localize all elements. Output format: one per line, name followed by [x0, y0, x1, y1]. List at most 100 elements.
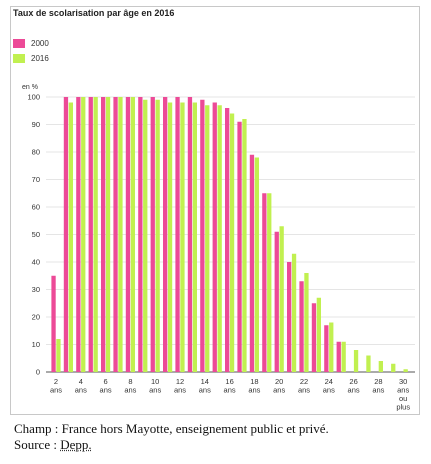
- bar-2016-age-7: [118, 97, 123, 372]
- x-tick-label-8-line-0: 8: [128, 377, 132, 386]
- bar-2016-age-3: [68, 102, 73, 372]
- x-tick-label-6-line-0: 6: [104, 377, 108, 386]
- bar-2016-age-20: [279, 226, 284, 372]
- x-tick-label-24-line-0: 24: [325, 377, 333, 386]
- legend-swatch-2016: [13, 53, 25, 63]
- bar-2000-age-16: [225, 108, 230, 372]
- bar-2016-age-22: [304, 273, 309, 372]
- bar-2016-age-12: [180, 102, 185, 372]
- x-tick-label-16-line-1: ans: [224, 386, 236, 395]
- legend-swatch-2000: [13, 38, 25, 48]
- bar-2016-age-13: [192, 102, 197, 372]
- x-tick-label-14-line-0: 14: [201, 377, 209, 386]
- bar-2000-age-10: [150, 97, 155, 372]
- y-tick-label-40: 40: [32, 258, 40, 267]
- bar-2016-age-2: [56, 339, 61, 372]
- bar-2016-age-9: [143, 99, 148, 372]
- bar-2016-age-8: [130, 97, 135, 372]
- bar-2000-age-15: [212, 102, 217, 372]
- legend-item-2000: 2000: [13, 36, 49, 50]
- bar-2000-age-9: [138, 97, 143, 372]
- bar-2016-age-24: [329, 322, 334, 372]
- footer-source: Source : Depp.: [14, 437, 329, 453]
- y-axis-ticks: 0 10 20 30 40 50 60 70 80 90 100: [27, 93, 40, 377]
- bar-2000-age-4: [76, 97, 81, 372]
- bar-2016-age-16: [229, 113, 235, 372]
- bar-2016-age-21: [291, 253, 297, 372]
- x-tick-label-18-line-1: ans: [248, 386, 260, 395]
- x-tick-label-28-line-1: ans: [372, 386, 384, 395]
- y-axis-label: en %: [22, 84, 38, 91]
- bar-2016-age-28: [378, 361, 383, 372]
- x-tick-label-20-line-1: ans: [273, 386, 285, 395]
- bars: [51, 97, 408, 372]
- bar-2000-age-23: [311, 303, 317, 372]
- bar-2000-age-3: [63, 97, 69, 372]
- y-tick-label-50: 50: [32, 230, 40, 239]
- x-tick-label-16-line-0: 16: [225, 377, 233, 386]
- y-tick-label-90: 90: [32, 120, 40, 129]
- x-tick-label-2-line-1: ans: [50, 386, 62, 395]
- chart-footer: Champ : France hors Mayotte, enseignemen…: [14, 421, 329, 453]
- bar-2016-age-25: [341, 341, 346, 372]
- y-tick-label-60: 60: [32, 203, 40, 212]
- y-tick-label-80: 80: [32, 148, 40, 157]
- y-tick-label-20: 20: [32, 313, 40, 322]
- bar-2000-age-17: [237, 121, 242, 372]
- x-tick-label-30-line-2: ou: [399, 394, 407, 403]
- bar-2000-age-24: [324, 325, 329, 372]
- x-tick-label-22-line-1: ans: [298, 386, 310, 395]
- x-tick-label-12-line-1: ans: [174, 386, 186, 395]
- bar-2016-age-18: [254, 157, 259, 372]
- x-axis-ticks: 2ans4ans6ans8ans10ans12ans14ans16ans18an…: [50, 377, 410, 412]
- bar-2016-age-11: [167, 102, 173, 372]
- x-tick-label-26-line-1: ans: [348, 386, 360, 395]
- x-tick-label-22-line-0: 22: [300, 377, 308, 386]
- bar-2016-age-30: [403, 369, 408, 372]
- bar-2000-age-20: [274, 231, 279, 372]
- footer-source-name: Depp.: [60, 437, 92, 452]
- y-tick-label-0: 0: [36, 368, 40, 377]
- bar-2016-age-14: [205, 105, 210, 372]
- bar-2000-age-5: [88, 97, 93, 372]
- y-tick-label-70: 70: [32, 175, 40, 184]
- bar-2016-age-29: [391, 363, 396, 372]
- bar-2016-age-23: [316, 297, 321, 372]
- bar-2000-age-25: [336, 341, 341, 372]
- bar-2000-age-7: [113, 97, 118, 372]
- x-tick-label-10-line-0: 10: [151, 377, 159, 386]
- bar-2000-age-13: [187, 97, 193, 372]
- bar-2000-age-19: [262, 193, 267, 372]
- footer-source-prefix: Source :: [14, 437, 61, 452]
- x-tick-label-8-line-1: ans: [124, 386, 136, 395]
- bar-2000-age-6: [101, 97, 106, 372]
- bar-2000-age-11: [163, 97, 168, 372]
- x-tick-label-6-line-1: ans: [100, 386, 112, 395]
- bar-2016-age-5: [93, 97, 98, 372]
- footer-champ: Champ : France hors Mayotte, enseignemen…: [14, 421, 329, 436]
- bar-2016-age-19: [267, 193, 272, 372]
- bar-2016-age-6: [105, 97, 111, 372]
- bar-2016-age-15: [217, 105, 222, 372]
- bar-2000-age-22: [299, 281, 304, 372]
- x-tick-label-24-line-1: ans: [323, 386, 335, 395]
- legend-label-2016: 2016: [31, 53, 49, 63]
- bar-2016-age-10: [155, 99, 160, 372]
- x-tick-label-30-line-0: 30: [399, 377, 407, 386]
- x-tick-label-4-line-1: ans: [75, 386, 87, 395]
- bar-2016-age-27: [366, 355, 371, 372]
- chart-title: Taux de scolarisation par âge en 2016: [13, 8, 175, 18]
- bar-2016-age-17: [242, 119, 247, 372]
- x-tick-label-2-line-0: 2: [54, 377, 58, 386]
- x-tick-label-18-line-0: 18: [250, 377, 258, 386]
- y-tick-label-10: 10: [32, 340, 40, 349]
- x-tick-label-20-line-0: 20: [275, 377, 283, 386]
- bar-2000-age-2: [51, 275, 56, 372]
- bar-2000-age-12: [175, 97, 180, 372]
- y-tick-label-30: 30: [32, 285, 40, 294]
- x-tick-label-4-line-0: 4: [79, 377, 83, 386]
- bar-2016-age-26: [353, 350, 359, 372]
- x-tick-label-12-line-0: 12: [176, 377, 184, 386]
- x-tick-label-30-line-3: plus: [396, 403, 410, 412]
